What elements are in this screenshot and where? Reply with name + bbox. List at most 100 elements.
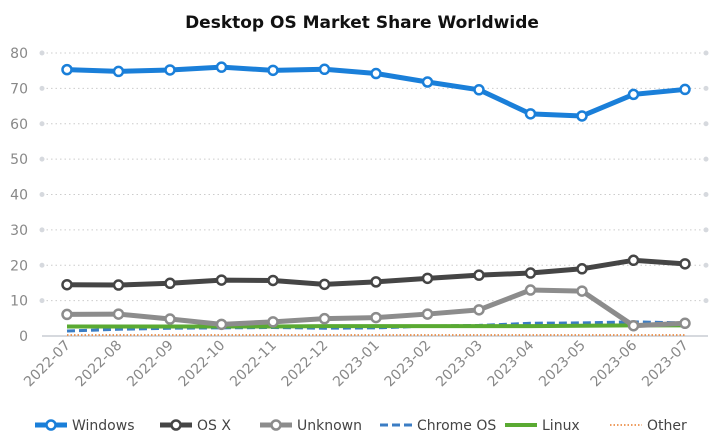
legend-label: Linux	[542, 418, 580, 434]
legend-label: Other	[647, 418, 687, 434]
data-point	[576, 263, 588, 275]
x-tick-label: 2023-03	[433, 338, 486, 391]
series-linux	[67, 323, 685, 329]
data-point	[473, 84, 485, 96]
data-point	[421, 76, 434, 88]
gridline-dot	[39, 227, 45, 233]
data-point	[679, 83, 691, 96]
gridline-dot	[703, 121, 709, 127]
legend-marker	[170, 419, 182, 431]
gridline-dot	[703, 298, 709, 304]
legend-item-chrome-os[interactable]: Chrome OS	[380, 418, 496, 434]
data-point	[524, 267, 537, 279]
data-point	[61, 308, 73, 321]
gridline-dot	[39, 121, 45, 127]
data-point	[576, 110, 588, 122]
data-point	[318, 63, 331, 76]
legend-label: Windows	[72, 418, 135, 434]
legend-label: OS X	[197, 418, 231, 434]
legend-item-linux[interactable]: Linux	[505, 418, 580, 434]
y-tick-label: 80	[10, 46, 28, 62]
y-tick-label: 10	[10, 294, 28, 310]
data-point	[112, 308, 125, 320]
legend-marker	[45, 419, 57, 431]
data-point	[215, 61, 228, 73]
gridline-dot	[703, 192, 709, 197]
x-tick-label: 2022-10	[176, 338, 229, 391]
legend-item-other[interactable]: Other	[610, 418, 687, 434]
data-point	[164, 277, 176, 290]
data-point	[370, 67, 382, 80]
data-point	[679, 258, 691, 270]
data-point	[576, 285, 588, 297]
data-point	[267, 64, 279, 77]
data-point	[524, 108, 537, 120]
gridline-dot	[39, 262, 45, 268]
gridlines	[39, 50, 709, 337]
data-point	[318, 312, 331, 325]
data-point	[473, 269, 485, 281]
data-point	[61, 63, 73, 76]
gridline-dot	[703, 50, 709, 56]
data-point	[215, 274, 228, 286]
x-tick-label: 2022-07	[21, 338, 74, 391]
gridline-dot	[39, 156, 45, 162]
y-tick-label: 0	[19, 329, 28, 345]
legend: Windows OS X Unknown Chrome OS Linux Other	[35, 418, 687, 434]
x-tick-label: 2023-04	[485, 337, 538, 390]
x-tick-label: 2023-06	[588, 337, 641, 390]
data-point	[421, 308, 434, 320]
y-tick-label: 20	[10, 258, 28, 274]
data-point	[267, 316, 279, 328]
gridline-dot	[703, 262, 709, 268]
x-tick-label: 2022-08	[73, 338, 126, 391]
data-point	[112, 65, 125, 78]
data-point	[61, 278, 73, 291]
data-point	[679, 317, 691, 330]
data-point	[370, 311, 382, 324]
gridline-dot	[703, 85, 709, 91]
series-line	[67, 323, 685, 329]
x-tick-label: 2023-05	[536, 338, 589, 391]
x-tick-label: 2023-01	[330, 338, 383, 391]
legend-item-os-x[interactable]: OS X	[160, 418, 231, 434]
legend-item-windows[interactable]: Windows	[35, 418, 135, 434]
x-tick-label: 2022-09	[124, 338, 177, 391]
data-point	[524, 284, 537, 296]
gridline-dot	[39, 298, 45, 304]
data-point	[627, 319, 640, 332]
x-tick-label: 2022-12	[279, 338, 332, 391]
data-point	[267, 274, 279, 287]
y-tick-label: 50	[10, 152, 28, 168]
legend-marker	[270, 419, 282, 431]
y-tick-label: 30	[10, 223, 28, 239]
gridline-dot	[39, 85, 45, 91]
data-point	[627, 254, 640, 267]
data-point	[627, 88, 640, 101]
gridline-dot	[703, 156, 709, 162]
x-tick-label: 2023-02	[382, 338, 435, 391]
legend-label: Unknown	[297, 418, 362, 434]
x-tick-label: 2022-11	[227, 338, 280, 391]
gridline-dot	[703, 227, 709, 233]
data-point	[164, 313, 176, 325]
data-point	[370, 276, 382, 288]
series-group	[61, 61, 691, 336]
data-point	[473, 304, 485, 316]
series-unknown	[61, 284, 691, 332]
data-point	[421, 272, 434, 285]
data-point	[318, 278, 331, 291]
y-tick-label: 60	[10, 117, 28, 133]
series-windows	[61, 61, 691, 122]
legend-item-unknown[interactable]: Unknown	[260, 418, 362, 434]
x-tick-label: 2023-07	[639, 338, 692, 391]
y-tick-label: 40	[10, 188, 28, 204]
gridline-dot	[39, 50, 45, 56]
y-axis: 0 10 20 30 40 50 60 70 80	[10, 46, 28, 345]
legend-label: Chrome OS	[417, 418, 496, 434]
data-point	[112, 279, 125, 291]
series-os-x	[61, 254, 691, 291]
y-tick-label: 70	[10, 81, 28, 97]
data-point	[215, 318, 228, 331]
